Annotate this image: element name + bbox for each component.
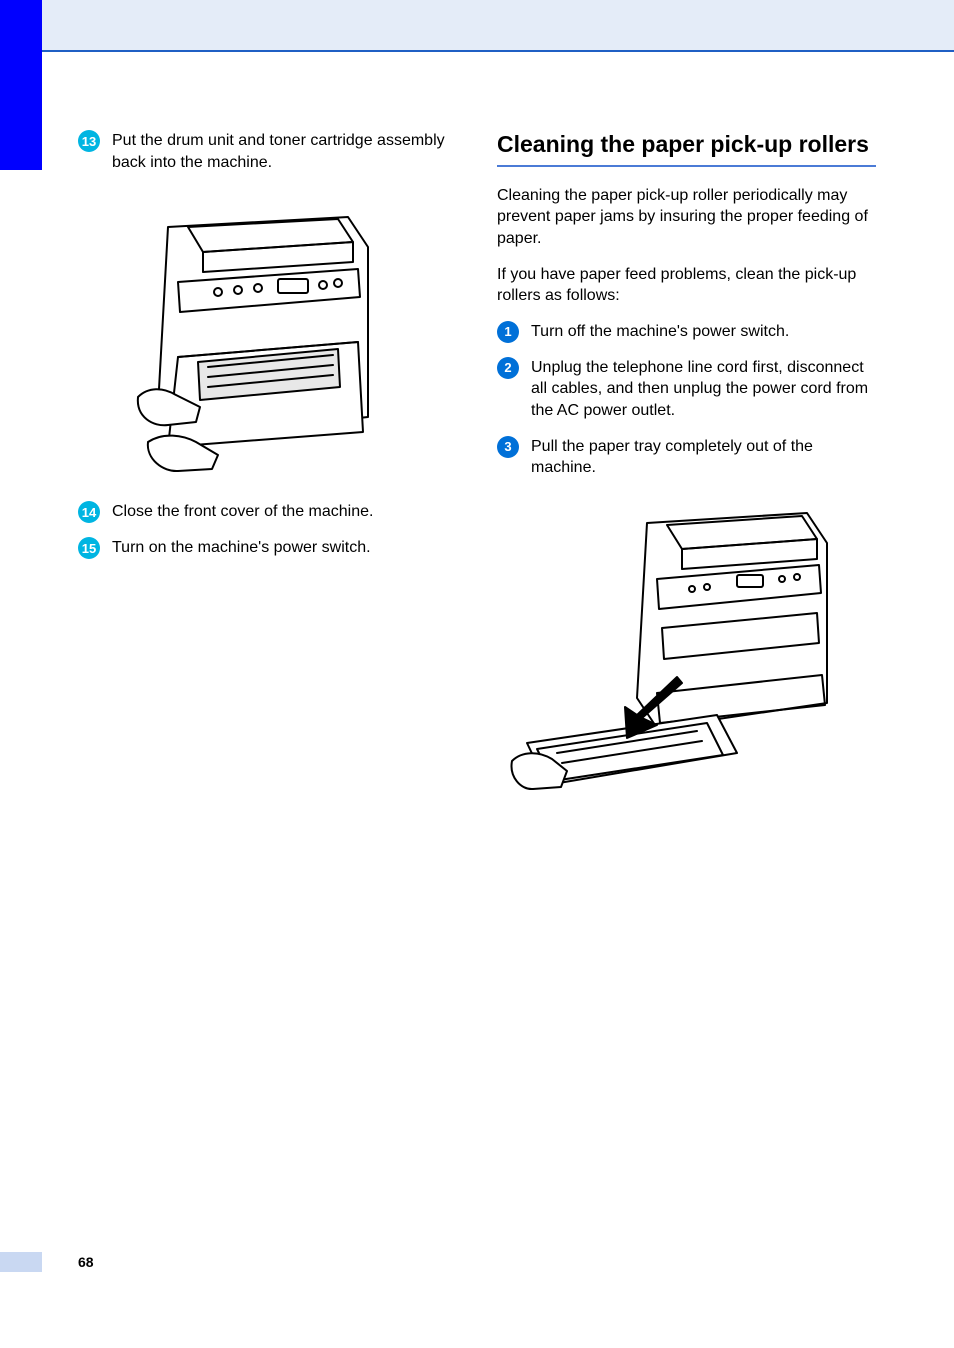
step-badge: 2	[497, 357, 519, 379]
heading-rule	[497, 165, 876, 167]
header-band	[0, 0, 954, 52]
footer-stripe	[0, 1252, 42, 1272]
intro-paragraph-2: If you have paper feed problems, clean t…	[497, 264, 876, 307]
figure-pull-tray	[507, 493, 847, 813]
step-badge: 15	[78, 537, 100, 559]
page: 13 Put the drum unit and toner cartridge…	[0, 0, 954, 1348]
step-15: 15 Turn on the machine's power switch.	[78, 537, 457, 559]
step-badge: 3	[497, 436, 519, 458]
step-text: Put the drum unit and toner cartridge as…	[112, 130, 457, 173]
step-text: Close the front cover of the machine.	[112, 501, 373, 523]
step-text: Unplug the telephone line cord first, di…	[531, 357, 876, 422]
step-3: 3 Pull the paper tray completely out of …	[497, 436, 876, 479]
page-number: 68	[78, 1254, 94, 1270]
step-1: 1 Turn off the machine's power switch.	[497, 321, 876, 343]
section-heading: Cleaning the paper pick-up rollers	[497, 130, 876, 159]
step-14: 14 Close the front cover of the machine.	[78, 501, 457, 523]
right-column: Cleaning the paper pick-up rollers Clean…	[497, 130, 876, 837]
step-text: Turn on the machine's power switch.	[112, 537, 371, 559]
step-badge: 14	[78, 501, 100, 523]
step-13: 13 Put the drum unit and toner cartridge…	[78, 130, 457, 173]
step-2: 2 Unplug the telephone line cord first, …	[497, 357, 876, 422]
step-text: Turn off the machine's power switch.	[531, 321, 789, 343]
step-text: Pull the paper tray completely out of th…	[531, 436, 876, 479]
step-badge: 1	[497, 321, 519, 343]
intro-paragraph-1: Cleaning the paper pick-up roller period…	[497, 185, 876, 250]
content-columns: 13 Put the drum unit and toner cartridge…	[78, 130, 876, 837]
left-column: 13 Put the drum unit and toner cartridge…	[78, 130, 457, 837]
figure-insert-drum	[108, 187, 408, 477]
side-tab	[0, 0, 42, 170]
step-badge: 13	[78, 130, 100, 152]
